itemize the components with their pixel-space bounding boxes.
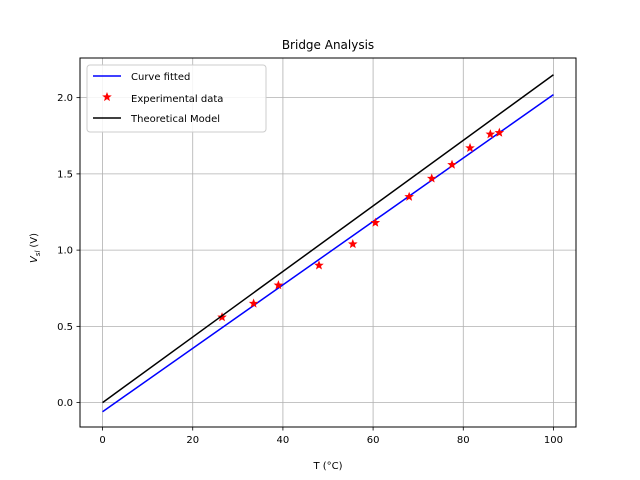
data-point-experimental-data	[273, 280, 284, 290]
legend-label-curve-fitted: Curve fitted	[131, 72, 190, 83]
data-point-experimental-data	[465, 142, 475, 153]
x-tick-label: 60	[367, 435, 380, 446]
data-point-experimental-data	[370, 217, 381, 227]
data-point-experimental-data	[314, 260, 324, 270]
series-layer	[102, 74, 554, 413]
y-axis-title-main: V	[29, 255, 40, 263]
data-point-experimental-data	[217, 312, 227, 322]
y-tick-label: 0.5	[57, 322, 73, 333]
y-tick-label: 1.0	[57, 246, 73, 257]
data-point-experimental-data	[348, 238, 358, 249]
legend-star-marker	[102, 91, 112, 102]
data-point-experimental-data	[494, 127, 505, 137]
x-tick-label: 20	[186, 435, 199, 446]
x-tick-label: 0	[99, 435, 105, 446]
legend-label-theoretical-model: Theoretical Model	[130, 114, 220, 125]
chart-title: Bridge Analysis	[282, 38, 374, 52]
series-line-theoretical-model	[102, 74, 554, 404]
grid	[80, 58, 576, 427]
y-tick-label: 1.5	[57, 169, 73, 180]
legend-swatch-experimental-data	[102, 91, 112, 102]
x-tick-label: 100	[544, 435, 563, 446]
y-axis-title: Vsl (V)	[29, 233, 42, 263]
data-point-experimental-data	[248, 298, 259, 308]
ticks: 0 20 40 60 80 100 0.0 0.5 1.0 1.5 2.0	[57, 93, 563, 446]
x-axis-title: T (°C)	[312, 461, 342, 472]
legend-box	[86, 64, 267, 133]
y-axis-title-unit: (V)	[29, 233, 40, 248]
data-point-experimental-data	[447, 159, 457, 169]
data-point-experimental-data	[404, 191, 414, 201]
data-point-experimental-data	[426, 173, 437, 183]
series-line-curve-fitted	[102, 93, 554, 413]
y-axis-title-sub: sl	[34, 251, 42, 257]
legend-label-experimental-data: Experimental data	[131, 94, 223, 105]
legend: Curve fitted Experimental data Theoretic…	[86, 64, 267, 133]
x-tick-label: 40	[277, 435, 290, 446]
y-tick-label: 2.0	[57, 93, 73, 104]
y-tick-label: 0.0	[57, 398, 73, 409]
data-point-experimental-data	[485, 129, 496, 139]
plot-frame	[79, 57, 577, 428]
x-tick-label: 80	[457, 435, 470, 446]
